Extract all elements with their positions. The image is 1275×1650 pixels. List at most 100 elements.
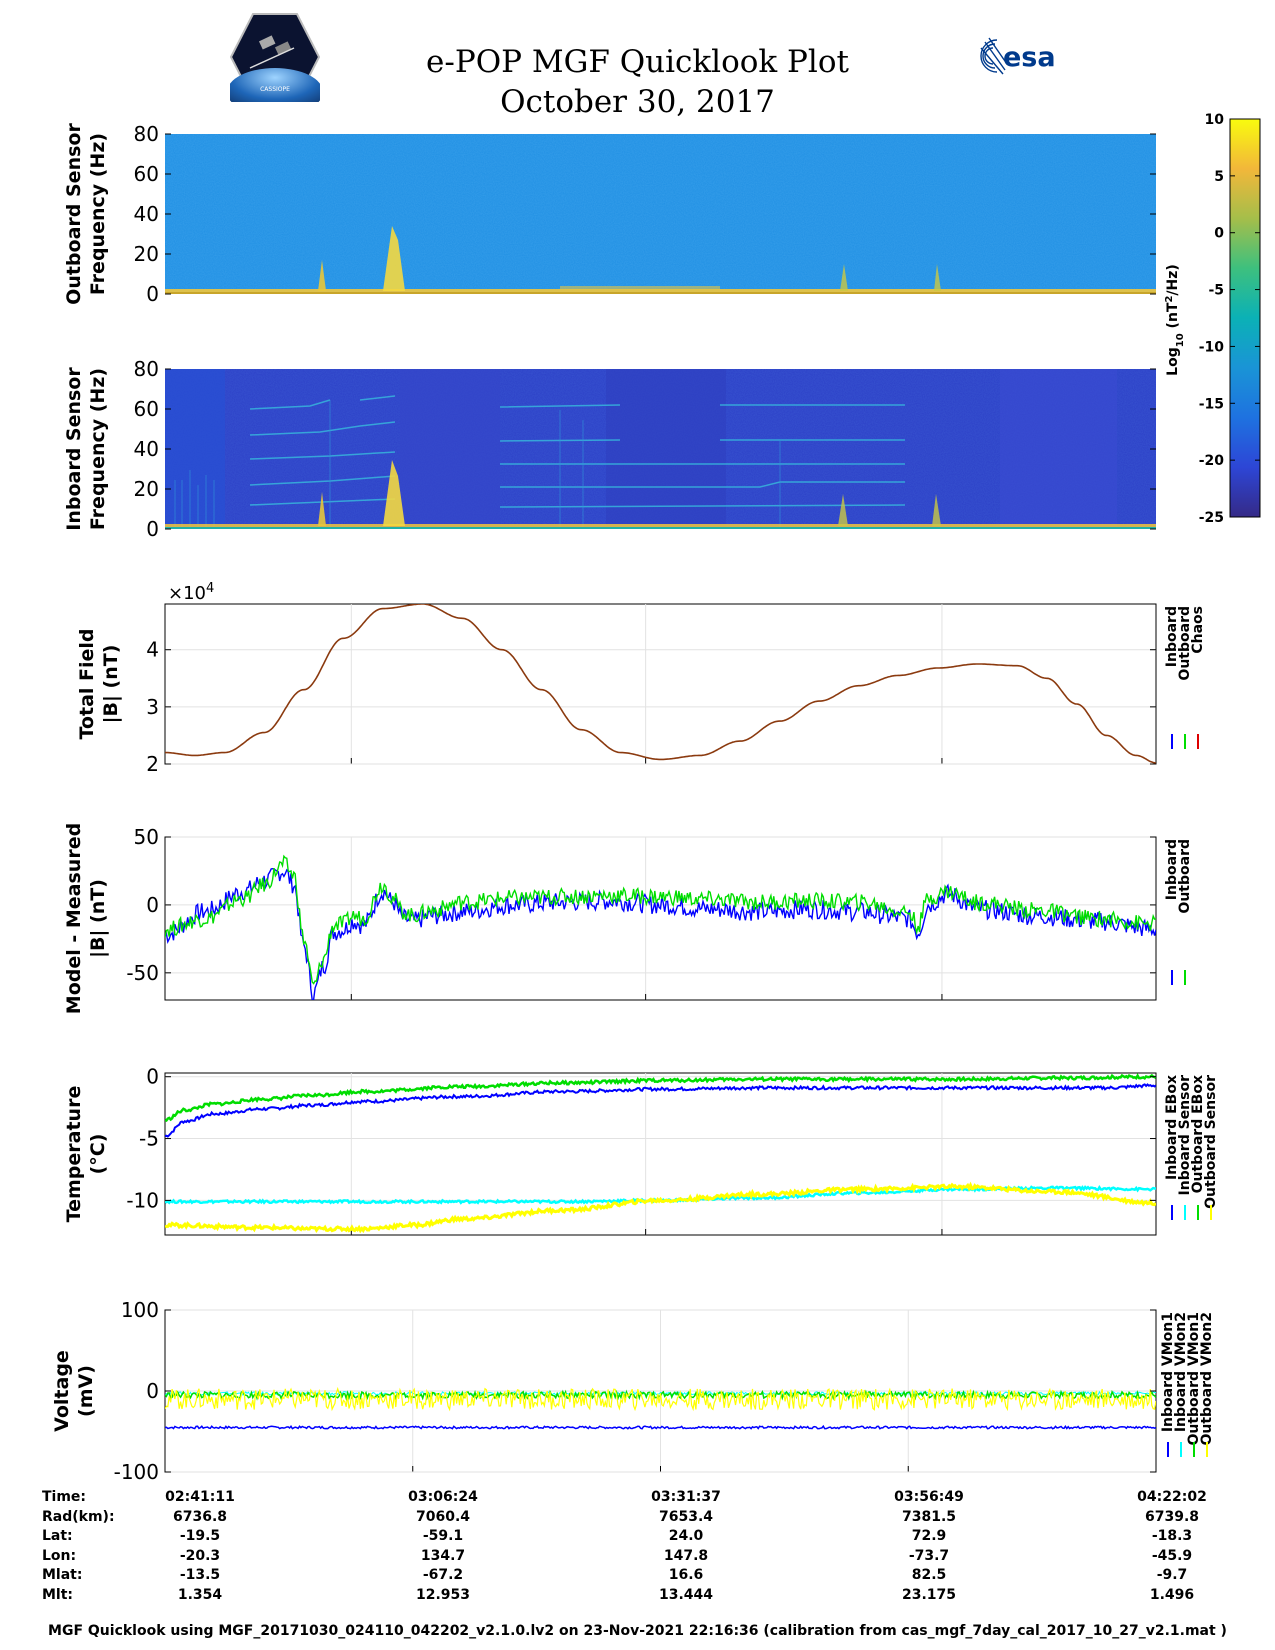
- series-line: [165, 1083, 1156, 1138]
- info-value: 7381.5: [901, 1508, 957, 1525]
- legend-entry: Outboard: [1177, 606, 1193, 681]
- y-tick-label: 20: [134, 242, 159, 266]
- info-value: 23.175: [901, 1587, 957, 1603]
- info-value: 147.8: [663, 1547, 709, 1564]
- info-value: 13.444: [658, 1587, 714, 1603]
- info-row: Time: 02:41:11 03:06:24 03:31:37 03:56:49 04:…: [0, 1489, 1275, 1508]
- info-value: -19.5: [179, 1528, 221, 1545]
- info-value: 04:22:02: [1137, 1489, 1207, 1505]
- legend-entry: Outboard VMon1: [1186, 1312, 1202, 1446]
- info-row-label: Lat:: [42, 1528, 73, 1545]
- series-line: [165, 854, 1156, 985]
- info-value: 7653.4: [658, 1508, 714, 1525]
- legend-entry: Outboard: [1177, 839, 1193, 914]
- logo-lettering: CASSIOPE: [260, 86, 290, 93]
- y-tick-label: 2: [146, 752, 159, 776]
- y-tick-label: 60: [134, 162, 159, 186]
- info-row-label: Mlat:: [42, 1567, 83, 1584]
- series-line: [165, 1424, 1156, 1430]
- info-value: -67.2: [422, 1567, 464, 1584]
- info-value: 72.9: [911, 1528, 947, 1545]
- series-line: [165, 604, 1156, 764]
- y-tick-label: 20: [134, 477, 159, 501]
- total-field-axes: [164, 603, 1157, 765]
- esa-logo: esa: [980, 37, 1056, 75]
- info-row: Lat: -19.5 -59.1 24.0 72.9 -18.3: [0, 1528, 1275, 1547]
- y-tick-label: 40: [134, 437, 159, 461]
- series-line: [165, 1386, 1156, 1412]
- colorbar-tick-label: -5: [1208, 283, 1224, 299]
- esa-logo-text: esa: [1003, 42, 1056, 73]
- info-row: Mlt: 1.354 12.953 13.444 23.175 1.496: [0, 1587, 1275, 1606]
- y-axis-label: Inboard Sensor Frequency (Hz): [63, 367, 109, 531]
- legend-entry: Inboard VMon2: [1173, 1312, 1189, 1432]
- y-tick-label: -10: [126, 1188, 159, 1212]
- info-value: -13.5: [179, 1567, 221, 1584]
- info-value: -59.1: [422, 1528, 464, 1545]
- colorbar-tick-label: -15: [1199, 396, 1224, 412]
- info-value: -18.3: [1151, 1528, 1193, 1545]
- info-value: 03:06:24: [408, 1489, 478, 1505]
- info-value: 03:56:49: [894, 1489, 964, 1505]
- y-tick-label: 0: [146, 1065, 159, 1089]
- colorbar-tick-label: -20: [1199, 453, 1225, 469]
- legend-entry: Outboard Sensor: [1203, 1075, 1219, 1209]
- legend-entry: Inboard VMon1: [1160, 1312, 1176, 1432]
- y-axis-label: Outboard Sensor Frequency (Hz): [63, 123, 109, 305]
- info-value: 6739.8: [1144, 1508, 1200, 1525]
- colorbar-tick-label: 0: [1214, 226, 1224, 242]
- y-tick-label: 40: [134, 202, 159, 226]
- info-row-label: Rad(km):: [42, 1508, 115, 1525]
- info-value: 16.6: [668, 1567, 704, 1584]
- y-tick-label: -100: [114, 1460, 159, 1480]
- legend-entry: Inboard: [1164, 839, 1180, 900]
- series-line: [165, 1181, 1156, 1234]
- legend-entry: Inboard EBox: [1164, 1075, 1180, 1180]
- colorbar-tick-label: -10: [1199, 339, 1225, 355]
- y-axis-label: Total Field |B| (nT): [76, 628, 122, 739]
- y-tick-label: 60: [134, 397, 159, 421]
- legend-entry: Outboard VMon2: [1199, 1312, 1215, 1446]
- info-value: -20.3: [179, 1547, 221, 1564]
- info-value: 03:31:37: [651, 1489, 721, 1505]
- info-value: 1.496: [1149, 1587, 1195, 1603]
- temperature-axes: [164, 1072, 1157, 1236]
- info-value: 1.354: [177, 1587, 223, 1603]
- info-value: -45.9: [1151, 1547, 1193, 1564]
- y-tick-label: -50: [126, 961, 159, 985]
- legend-entry: Chaos: [1190, 606, 1206, 654]
- outboard-spectrogram: [165, 134, 1156, 294]
- total-field-exponent: ×104: [168, 581, 214, 605]
- info-row-label: Lon:: [42, 1547, 77, 1564]
- colorbar-tick-label: 5: [1214, 169, 1224, 185]
- info-value: -9.7: [1156, 1567, 1188, 1584]
- info-value: 7060.4: [415, 1508, 471, 1525]
- y-tick-label: 50: [134, 825, 159, 849]
- info-value: -73.7: [908, 1547, 950, 1564]
- info-row: Lon: -20.3 134.7 147.8 -73.7 -45.9: [0, 1548, 1275, 1567]
- info-value: 134.7: [420, 1547, 466, 1564]
- page-title: e-POP MGF Quicklook Plot: [426, 44, 849, 80]
- page-date: October 30, 2017: [500, 84, 775, 120]
- info-row: Mlat: -13.5 -67.2 16.6 82.5 -9.7: [0, 1567, 1275, 1586]
- info-value: 24.0: [668, 1528, 704, 1545]
- y-axis-label: Temperature (°C): [63, 1086, 109, 1223]
- colorbar: [1229, 118, 1261, 518]
- y-tick-label: 3: [146, 695, 159, 719]
- colorbar-tick-label: 10: [1205, 112, 1225, 128]
- y-tick-label: 0: [146, 282, 159, 306]
- y-axis-label: Voltage (mV): [51, 1350, 97, 1432]
- info-value: 82.5: [911, 1567, 947, 1584]
- info-row-label: Time:: [42, 1489, 87, 1505]
- info-value: 12.953: [415, 1587, 471, 1603]
- info-row-label: Mlt:: [42, 1587, 74, 1603]
- y-tick-label: 100: [121, 1298, 159, 1322]
- y-tick-label: 80: [134, 357, 159, 381]
- legend-entry: Outboard EBox: [1190, 1075, 1206, 1193]
- cassiope-logo: CASSIOPE: [230, 13, 320, 102]
- y-tick-label: 80: [134, 122, 159, 146]
- y-tick-label: 4: [146, 638, 159, 662]
- info-value: 02:41:11: [165, 1489, 235, 1505]
- y-axis-label: Model - Measured |B| (nT): [63, 823, 109, 1014]
